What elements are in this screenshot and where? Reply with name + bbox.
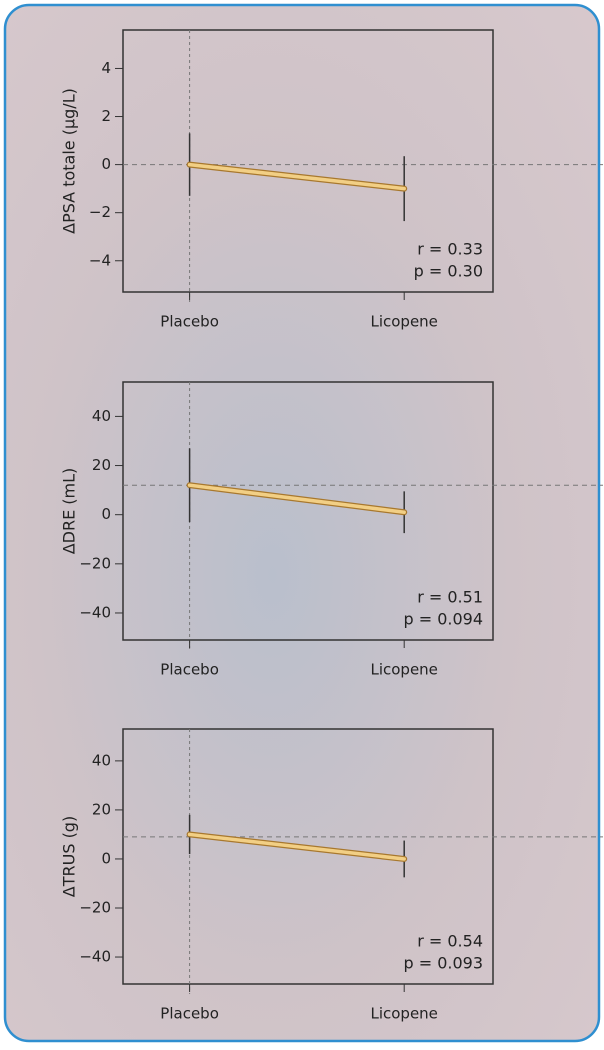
y-tick-label: −20 (79, 898, 111, 916)
y-tick-label: −2 (89, 203, 111, 221)
y-tick-label: 40 (92, 407, 111, 425)
annotation: r = 0.51 (417, 588, 483, 607)
x-tick-label: Placebo (160, 313, 219, 331)
y-tick-label: 40 (92, 751, 111, 769)
annotation: p = 0.094 (403, 610, 483, 629)
y-axis-label: ΔPSA totale (µg/L) (60, 88, 79, 234)
y-tick-label: −40 (79, 948, 111, 966)
annotation: p = 0.30 (414, 262, 483, 281)
y-tick-label: −40 (79, 603, 111, 621)
y-tick-label: 0 (101, 849, 111, 867)
y-axis-label: ΔDRE (mL) (60, 468, 79, 555)
x-tick-label: Licopene (370, 1005, 437, 1023)
y-tick-label: 20 (92, 800, 111, 818)
y-tick-label: 0 (101, 505, 111, 523)
annotation: p = 0.093 (403, 954, 483, 973)
annotation: r = 0.54 (417, 932, 483, 951)
y-tick-label: −20 (79, 554, 111, 572)
x-tick-label: Placebo (160, 1005, 219, 1023)
y-tick-label: 20 (92, 456, 111, 474)
frame (5, 5, 599, 1041)
x-tick-label: Licopene (370, 313, 437, 331)
y-axis-label: ΔTRUS (g) (60, 816, 79, 897)
annotation: r = 0.33 (417, 240, 483, 259)
page: −4−2024ΔPSA totale (µg/L)PlaceboLicopene… (0, 0, 604, 1046)
y-tick-label: 2 (101, 107, 111, 125)
y-tick-label: 4 (101, 59, 111, 77)
x-tick-label: Licopene (370, 661, 437, 679)
y-tick-label: 0 (101, 155, 111, 173)
chart: −4−2024ΔPSA totale (µg/L)PlaceboLicopene… (0, 0, 604, 1046)
x-tick-label: Placebo (160, 661, 219, 679)
y-tick-label: −4 (89, 251, 111, 269)
